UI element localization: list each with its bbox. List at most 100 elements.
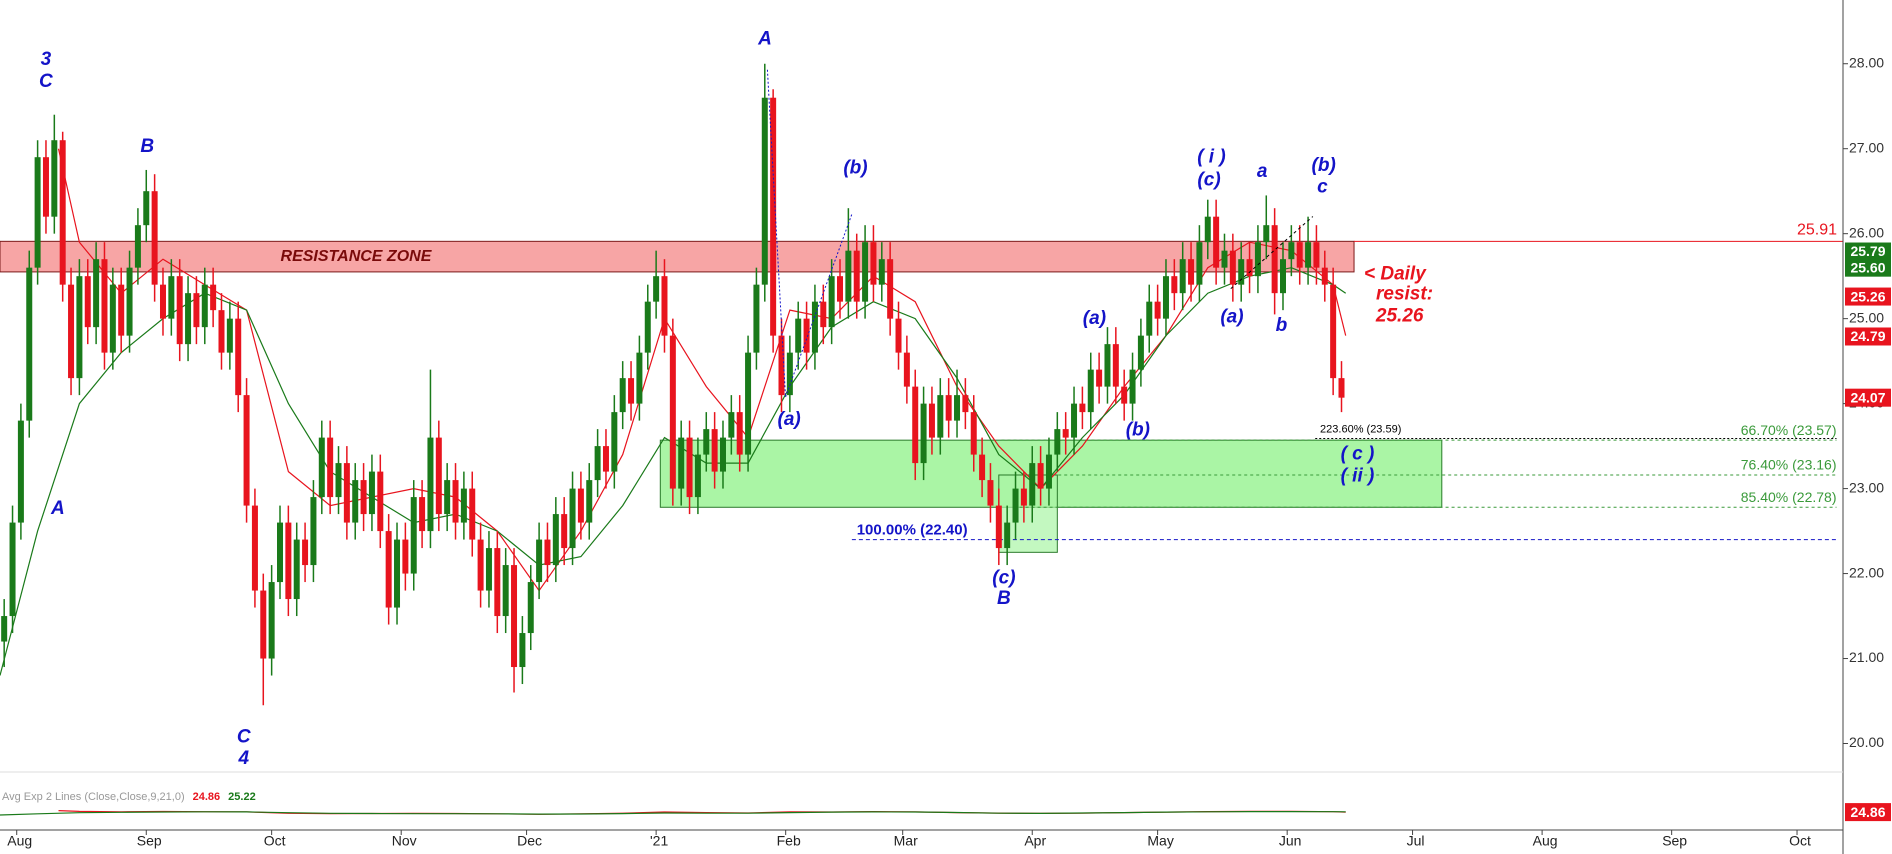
- wave-label: (c): [992, 568, 1015, 589]
- candle-body: [845, 250, 852, 302]
- candle-body: [703, 429, 710, 455]
- candle-body: [1338, 378, 1345, 398]
- candle-body: [1213, 216, 1220, 268]
- indicator-label: Avg Exp 2 Lines (Close,Close,9,21,0) 24.8…: [2, 791, 256, 803]
- candle-body: [1004, 522, 1011, 549]
- candle-body: [360, 480, 367, 515]
- candle-body: [385, 531, 392, 608]
- y-tick-label: 26.00: [1849, 224, 1884, 240]
- candle-body: [837, 276, 844, 302]
- wave-label: (b): [1312, 155, 1336, 176]
- y-tick-label: 22.00: [1849, 564, 1884, 580]
- candle-body: [193, 293, 200, 328]
- candle-body: [143, 191, 150, 226]
- candle-body: [912, 386, 919, 464]
- x-tick-label: Mar: [894, 833, 918, 849]
- candle-body: [76, 276, 83, 379]
- candle-body: [1313, 242, 1320, 268]
- y-tick-label: 21.00: [1849, 649, 1884, 665]
- candle-body: [1179, 259, 1186, 294]
- candle-body: [602, 446, 609, 472]
- y-tick-label: 25.00: [1849, 309, 1884, 325]
- candle-body: [1121, 386, 1128, 404]
- wave-label: ( ii ): [1341, 465, 1375, 486]
- candle-body: [1096, 369, 1103, 387]
- resistance-zone: [0, 240, 1355, 273]
- candle-body: [218, 310, 225, 353]
- wave-line: [1230, 216, 1314, 290]
- wave-label: (c): [1197, 169, 1220, 190]
- candle-body: [377, 471, 384, 532]
- candle-body: [736, 412, 743, 455]
- candle-body: [176, 276, 183, 345]
- candle-body: [1204, 216, 1211, 243]
- candle-body: [552, 514, 559, 566]
- wave-label: b: [1276, 315, 1288, 336]
- candle-body: [786, 352, 793, 396]
- candle-body: [302, 539, 309, 566]
- wave-label: (b): [1126, 420, 1150, 441]
- candle-body: [962, 395, 969, 413]
- candle-body: [1146, 301, 1153, 336]
- candle-body: [335, 463, 342, 498]
- candle-body: [1154, 301, 1161, 319]
- x-tick-label: Nov: [392, 833, 417, 849]
- candle-body: [427, 437, 434, 532]
- wave-label: B: [140, 136, 154, 157]
- wave-line: [766, 69, 787, 397]
- candle-body: [1279, 259, 1286, 294]
- candle-body: [945, 395, 952, 421]
- candle-body: [862, 242, 869, 302]
- candle-body: [9, 522, 16, 617]
- candle-body: [678, 437, 685, 489]
- candle-body: [728, 412, 735, 438]
- candle-body: [870, 242, 877, 285]
- candle-body: [502, 565, 509, 617]
- candle-body: [1321, 267, 1328, 285]
- candle-body: [1263, 225, 1270, 243]
- candle-body: [243, 395, 250, 506]
- candle-body: [1079, 403, 1086, 413]
- x-tick-label: Feb: [777, 833, 801, 849]
- candle-body: [210, 284, 217, 311]
- candle-body: [1087, 369, 1094, 413]
- candle-body: [895, 318, 902, 353]
- candle-body: [51, 140, 58, 217]
- candle-body: [1330, 284, 1337, 379]
- level-label: 223.60% (23.59): [1320, 423, 1401, 435]
- candle-body: [1137, 335, 1144, 370]
- x-tick-label: May: [1147, 833, 1173, 849]
- price-tag-label: 25.26: [1850, 288, 1885, 304]
- y-tick-label: 27.00: [1849, 139, 1884, 155]
- x-tick-label: Sep: [1662, 833, 1687, 849]
- candle-body: [1171, 276, 1178, 294]
- candle-body: [201, 284, 208, 328]
- candle-body: [1104, 344, 1111, 387]
- candle-body: [310, 497, 317, 566]
- y-tick-label: 20.00: [1849, 734, 1884, 750]
- candle-body: [1288, 242, 1295, 260]
- indicator-tag: [1845, 803, 1891, 822]
- candle-body: [1062, 429, 1069, 438]
- candle-body: [159, 284, 166, 319]
- candle-body: [979, 454, 986, 481]
- candle-body: [653, 276, 660, 302]
- price-tag: [1845, 258, 1891, 277]
- wave-label: (b): [843, 157, 867, 178]
- wave-label: (a): [778, 409, 801, 430]
- candle-body: [1221, 250, 1228, 268]
- candle-body: [1305, 242, 1312, 268]
- candle-body: [477, 539, 484, 591]
- candle-body: [903, 352, 910, 387]
- candle-body: [1254, 242, 1261, 277]
- candle-body: [1246, 259, 1253, 277]
- candle-body: [1054, 429, 1061, 455]
- candle-body: [987, 480, 994, 506]
- x-tick-label: Oct: [1789, 833, 1811, 849]
- level-label: 85.40% (22.78): [1741, 489, 1837, 505]
- candle-body: [569, 488, 576, 549]
- x-tick-label: Dec: [517, 833, 542, 849]
- candle-body: [853, 250, 860, 302]
- candle-body: [511, 565, 518, 668]
